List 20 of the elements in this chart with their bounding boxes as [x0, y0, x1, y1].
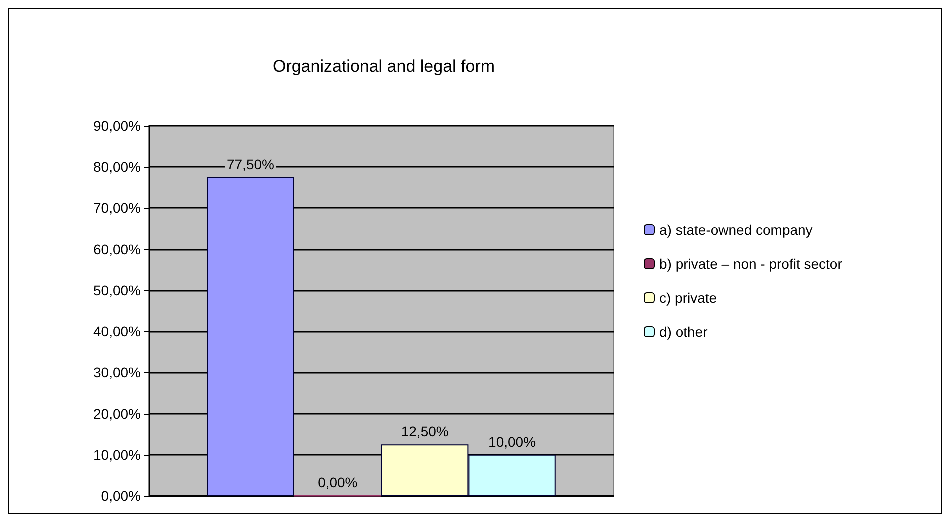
y-tick-label: 50,00%	[94, 282, 141, 298]
y-tick-label: 30,00%	[94, 364, 141, 381]
y-tick-label: 70,00%	[94, 200, 141, 216]
y-tick-label: 90,00%	[94, 118, 141, 134]
data-label: 77,50%	[226, 156, 274, 172]
legend-label: d) other	[660, 324, 708, 340]
data-label: 0,00%	[318, 474, 358, 490]
y-tick-label: 0,00%	[101, 488, 141, 504]
legend-label: a) state-owned company	[660, 222, 813, 238]
legend-label: b) private – non - profit sector	[660, 256, 843, 272]
chart-title: Organizational and legal form	[272, 57, 496, 76]
y-tick-label: 20,00%	[94, 406, 141, 422]
data-label: 10,00%	[488, 434, 536, 450]
bar	[207, 177, 294, 496]
data-label: 12,50%	[401, 424, 449, 440]
y-tick-label: 40,00%	[94, 324, 141, 340]
y-tick-label: 60,00%	[94, 241, 141, 258]
y-tick-label: 80,00%	[94, 159, 141, 176]
legend-label: c) private	[660, 290, 718, 306]
y-tick-label: 10,00%	[94, 446, 141, 463]
